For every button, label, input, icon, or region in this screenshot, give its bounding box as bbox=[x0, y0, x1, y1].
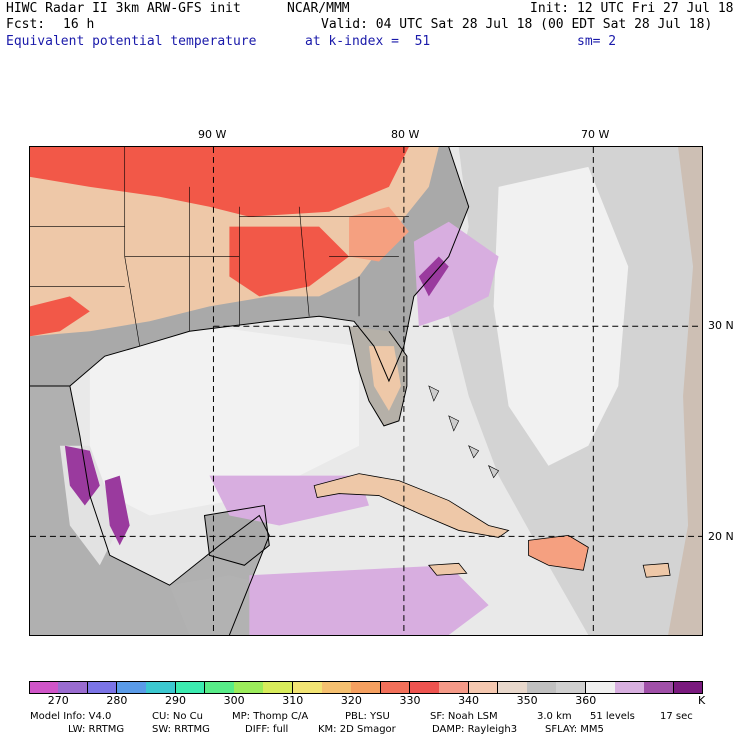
smoothing-label: sm= 2 bbox=[577, 34, 617, 49]
purple-atlantic-coast bbox=[413, 221, 499, 327]
init-time: Init: 12 UTC Fri 27 Jul 18 bbox=[530, 1, 734, 16]
purple-mexico-streaks bbox=[104, 475, 130, 546]
graticule bbox=[30, 147, 702, 635]
footer-lw: LW: RRTMG bbox=[68, 724, 125, 735]
footer-sflay: SFLAY: MM5 bbox=[545, 724, 604, 735]
field-name: Equivalent potential temperature bbox=[6, 34, 257, 49]
lon-label-90w: 90 W bbox=[198, 128, 227, 141]
valid-time: Valid: 04 UTC Sat 28 Jul 18 (00 EDT Sat … bbox=[321, 17, 713, 32]
state-borders bbox=[30, 147, 409, 347]
colorbar-swatch bbox=[29, 681, 59, 694]
colorbar-swatch bbox=[146, 681, 176, 694]
lon-label-80w: 80 W bbox=[391, 128, 420, 141]
colorbar-swatch bbox=[175, 681, 206, 694]
colorbar-tick-label: 350 bbox=[516, 694, 538, 707]
florida-warm bbox=[368, 346, 401, 411]
plot-title: HIWC Radar II 3km ARW-GFS init bbox=[6, 1, 241, 16]
colorbar-tick-label: 320 bbox=[340, 694, 362, 707]
footer-km: KM: 2D Smagor bbox=[318, 724, 396, 735]
footer-levels: 51 levels bbox=[590, 711, 635, 722]
colorbar bbox=[29, 681, 704, 694]
colorbar-swatch bbox=[468, 681, 499, 694]
atlantic-tan-edge bbox=[668, 147, 702, 635]
hispaniola-island bbox=[528, 534, 589, 571]
us-salmon-patch bbox=[349, 206, 409, 262]
bahamas-islands bbox=[428, 385, 500, 479]
fcst-label: Fcst: bbox=[6, 17, 46, 32]
colorbar-tick-label: 300 bbox=[223, 694, 245, 707]
footer-pbl: PBL: YSU bbox=[345, 711, 390, 722]
footer-timestep: 17 sec bbox=[660, 711, 693, 722]
yucatan-coastline bbox=[203, 504, 270, 566]
colorbar-swatch bbox=[58, 681, 89, 694]
colorbar-tick-label: 330 bbox=[399, 694, 421, 707]
colorbar-swatch bbox=[87, 681, 118, 694]
colorbar-swatch bbox=[409, 681, 440, 694]
purple-caribbean-south bbox=[249, 565, 489, 635]
colorbar-tick-label: 340 bbox=[458, 694, 480, 707]
colorbar-tick-label: 360 bbox=[575, 694, 597, 707]
us-gulf-coastline bbox=[30, 147, 470, 387]
colorbar-unit: K bbox=[698, 694, 706, 707]
fcst-value: 16 h bbox=[63, 17, 95, 32]
florida-coastline bbox=[348, 326, 408, 427]
colorbar-swatch bbox=[351, 681, 382, 694]
theta-e-map bbox=[29, 146, 703, 636]
mexico-coastline bbox=[69, 385, 270, 635]
colorbar-tick-label: 270 bbox=[47, 694, 69, 707]
footer-diff: DIFF: full bbox=[245, 724, 289, 735]
puerto-rico-island bbox=[642, 562, 671, 578]
footer-model-info: Model Info: V4.0 bbox=[30, 711, 112, 722]
footer-damp: DAMP: Rayleigh3 bbox=[432, 724, 518, 735]
colorbar-tick-label: 310 bbox=[282, 694, 304, 707]
colorbar-swatch bbox=[556, 681, 587, 694]
us-hot-red-west bbox=[30, 296, 90, 337]
jamaica-island bbox=[428, 562, 468, 576]
colorbar-swatch bbox=[585, 681, 616, 694]
colorbar-swatch bbox=[644, 681, 675, 694]
colorbar-swatch bbox=[380, 681, 411, 694]
colorbar-swatch bbox=[322, 681, 352, 694]
colorbar-swatch bbox=[497, 681, 528, 694]
purple-atlantic-dark bbox=[418, 256, 449, 297]
colorbar-swatch bbox=[527, 681, 557, 694]
cuba-island bbox=[313, 473, 510, 538]
footer-mp: MP: Thomp C/A bbox=[232, 711, 309, 722]
atlantic-light-band bbox=[493, 166, 629, 466]
org-label: NCAR/MMM bbox=[287, 1, 350, 16]
colorbar-swatch bbox=[673, 681, 704, 694]
footer-sf: SF: Noah LSM bbox=[430, 711, 498, 722]
colorbar-swatch bbox=[292, 681, 323, 694]
colorbar-swatch bbox=[116, 681, 147, 694]
colorbar-swatch bbox=[439, 681, 470, 694]
lat-label-30n: 30 N bbox=[708, 319, 734, 332]
colorbar-tick-label: 290 bbox=[165, 694, 187, 707]
colorbar-swatch bbox=[263, 681, 294, 694]
footer-cu: CU: No Cu bbox=[152, 711, 203, 722]
colorbar-tick-label: 280 bbox=[106, 694, 128, 707]
colorbar-swatch bbox=[204, 681, 235, 694]
lat-label-20n: 20 N bbox=[708, 530, 734, 543]
lon-label-70w: 70 W bbox=[581, 128, 610, 141]
us-hot-red-gulf bbox=[229, 226, 350, 297]
footer-sw: SW: RRTMG bbox=[152, 724, 210, 735]
colorbar-swatch bbox=[234, 681, 264, 694]
purple-gulf-texas bbox=[64, 445, 100, 506]
level-label: at k-index = 51 bbox=[305, 34, 431, 49]
mexico-land bbox=[30, 386, 270, 635]
footer-grid: 3.0 km bbox=[537, 711, 572, 722]
colorbar-swatch bbox=[615, 681, 645, 694]
gulf-light-area bbox=[89, 326, 360, 516]
